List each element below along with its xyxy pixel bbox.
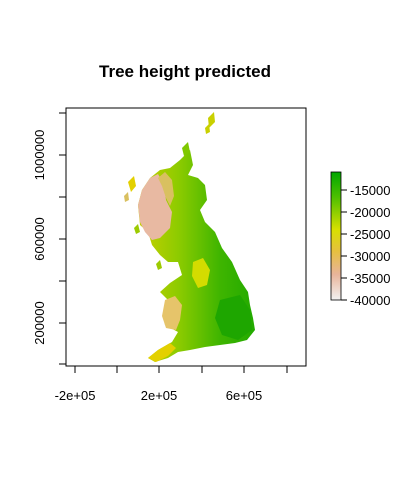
x-tick-label: 2e+05 — [141, 388, 178, 403]
chart-title: Tree height predicted — [99, 62, 271, 81]
y-tick-label: 200000 — [32, 301, 47, 344]
x-tick-label: 6e+05 — [226, 388, 263, 403]
x-tick-label: -2e+05 — [55, 388, 96, 403]
legend-label: -35000 — [350, 271, 390, 286]
legend-label: -30000 — [350, 249, 390, 264]
legend: -15000 -20000 -25000 -30000 -35000 -4000… — [330, 171, 390, 308]
y-tick-label: 1000000 — [32, 130, 47, 181]
y-axis: 200000 600000 1000000 — [32, 112, 67, 365]
legend-label: -40000 — [350, 293, 390, 308]
map-raster — [124, 112, 255, 362]
y-tick-label: 600000 — [32, 217, 47, 260]
legend-label: -20000 — [350, 205, 390, 220]
x-axis: -2e+05 2e+05 6e+05 — [55, 365, 288, 403]
legend-colorbar — [330, 171, 342, 301]
legend-label: -15000 — [350, 183, 390, 198]
legend-label: -25000 — [350, 227, 390, 242]
